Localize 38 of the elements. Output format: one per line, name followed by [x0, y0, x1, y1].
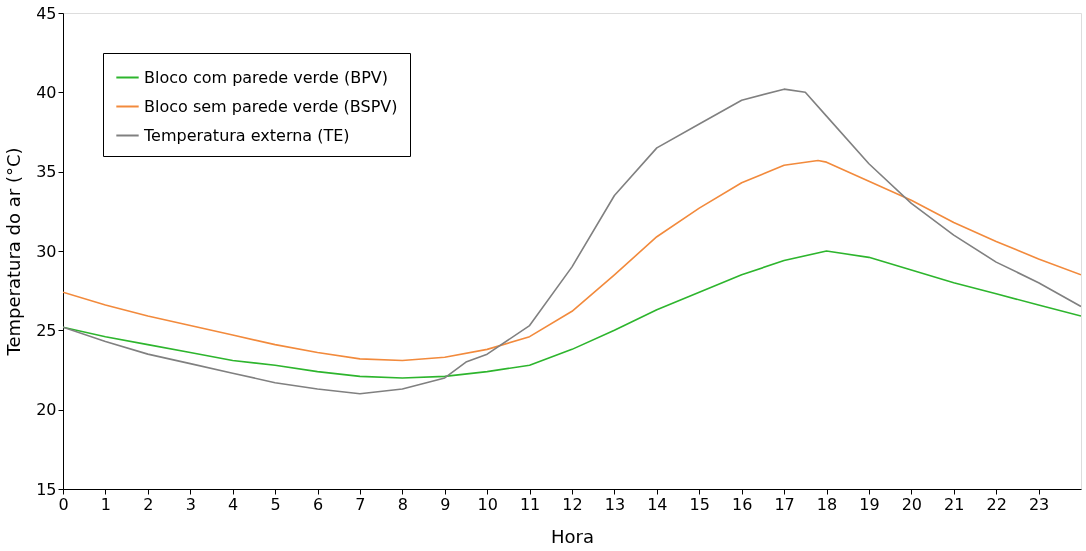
y-tick-label: 15 [36, 479, 57, 499]
x-tick-label: 9 [440, 494, 451, 514]
x-tick-label: 23 [1028, 494, 1050, 514]
x-tick-label: 22 [986, 494, 1007, 514]
x-tick-label: 5 [270, 494, 281, 514]
y-tick-label: 35 [36, 162, 57, 182]
y-tick-label: 25 [36, 320, 57, 340]
y-axis-title: Temperatura do ar (°C) [3, 147, 25, 357]
x-tick-label: 4 [228, 494, 239, 514]
x-tick-label: 0 [58, 494, 69, 514]
y-tick-label: 20 [36, 400, 57, 420]
x-tick-label: 7 [355, 494, 366, 514]
x-axis-title: Hora [551, 525, 594, 547]
x-tick-label: 11 [519, 494, 541, 514]
x-tick-label: 20 [901, 494, 923, 514]
x-tick-label: 19 [859, 494, 880, 514]
x-tick-label: 2 [143, 494, 154, 514]
legend-label: Bloco sem parede verde (BSPV) [144, 96, 398, 116]
x-tick-label: 6 [312, 494, 324, 514]
x-tick-label: 18 [816, 494, 838, 514]
x-tick-label: 13 [604, 494, 626, 514]
legend-label: Bloco com parede verde (BPV) [144, 67, 389, 87]
x-tick-label: 17 [774, 494, 795, 514]
x-tick-label: 10 [477, 494, 498, 514]
y-tick-label: 30 [36, 241, 57, 261]
line-series [63, 88, 1081, 395]
x-tick-label: 15 [689, 494, 710, 514]
y-tick-label: 45 [36, 3, 57, 23]
x-tick-label: 12 [562, 494, 583, 514]
x-tick-label: 21 [944, 494, 965, 514]
x-tick-label: 16 [731, 494, 753, 514]
x-tick-label: 8 [397, 494, 408, 514]
legend-label: Temperatura externa (TE) [143, 125, 350, 145]
x-tick-label: 3 [185, 494, 196, 514]
x-tick-label: 1 [100, 494, 112, 514]
line-series [63, 159, 1081, 362]
y-tick-label: 40 [36, 82, 57, 102]
x-tick-label: 14 [647, 494, 668, 514]
